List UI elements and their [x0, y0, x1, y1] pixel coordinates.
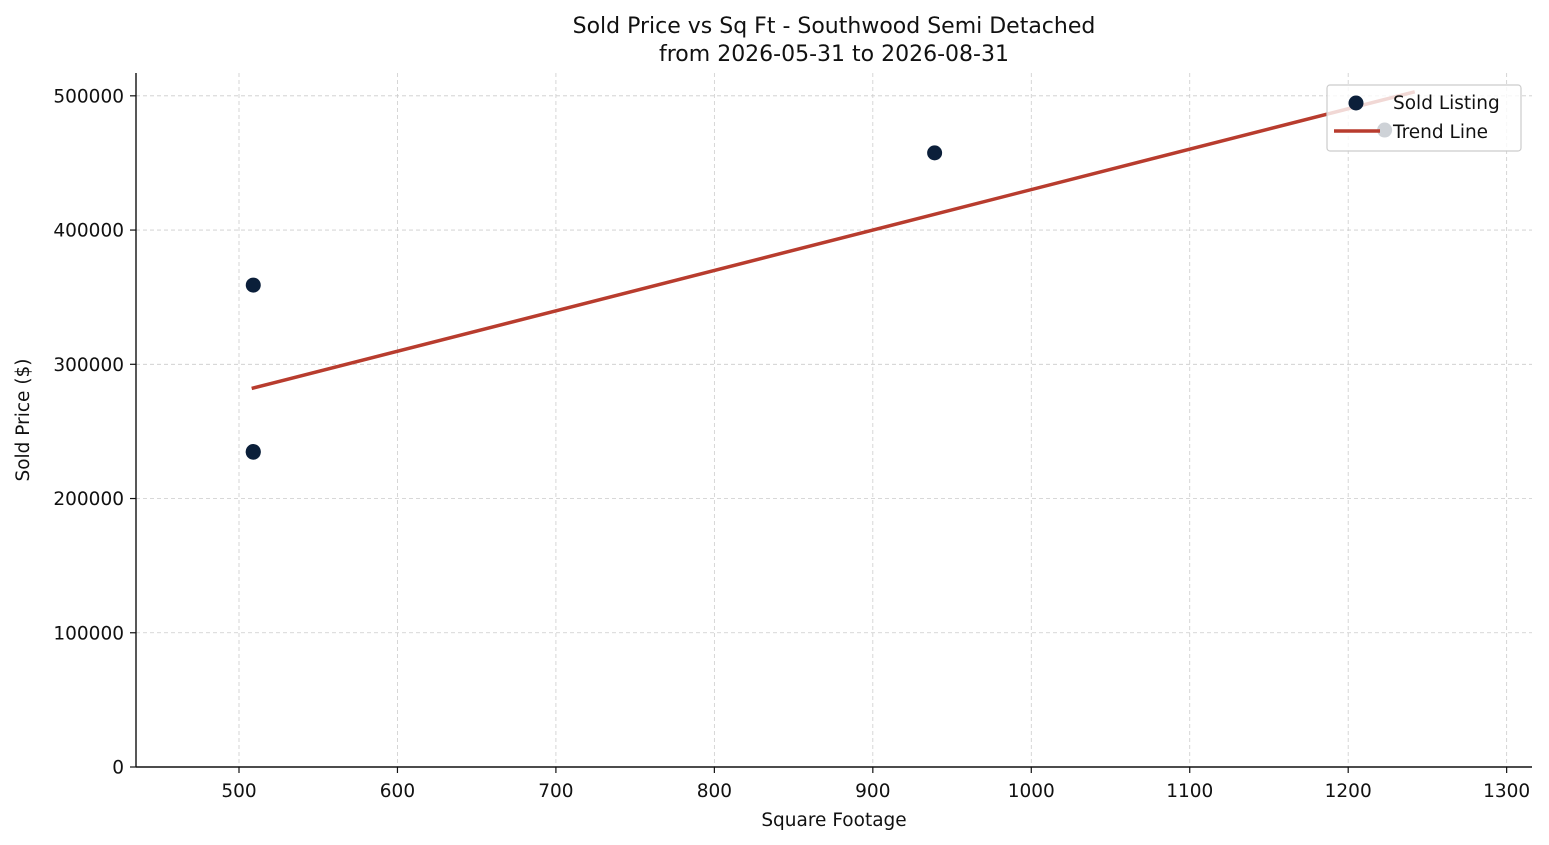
x-tick-label: 500 [221, 781, 256, 802]
grid-layer [136, 73, 1532, 768]
x-tick-label: 900 [855, 781, 890, 802]
chart-subtitle: from 2026-05-31 to 2026-08-31 [659, 42, 1009, 67]
chart-title: Sold Price vs Sq Ft - Southwood Semi Det… [573, 14, 1096, 39]
x-tick-label: 1100 [1166, 781, 1213, 802]
legend-label-trend-line: Trend Line [1392, 122, 1488, 143]
y-tick-label: 300000 [53, 355, 124, 376]
x-axis-ticks: 500 600 700 800 900 1000 1100 1200 1300 [221, 767, 1530, 802]
legend-label-sold-listing: Sold Listing [1393, 93, 1500, 114]
series-layer [245, 90, 1416, 460]
x-tick-label: 1000 [1008, 781, 1055, 802]
legend: Sold Listing Trend Line [1326, 84, 1522, 152]
axes-spines [135, 73, 1532, 768]
trend-line [251, 90, 1416, 391]
y-tick-label: 200000 [53, 489, 124, 510]
y-tick-label: 400000 [53, 221, 124, 242]
y-axis-label: Sold Price ($) [13, 358, 34, 481]
x-axis-label: Square Footage [761, 810, 906, 831]
legend-box [1326, 84, 1522, 152]
y-tick-label: 100000 [53, 623, 124, 644]
x-tick-label: 800 [697, 781, 732, 802]
scatter-point [245, 444, 261, 460]
legend-marker-sold-listing [1348, 95, 1364, 111]
y-tick-label: 500000 [53, 86, 124, 107]
y-axis-ticks: 0 100000 200000 300000 400000 500000 [53, 86, 136, 779]
scatter-point [245, 277, 261, 293]
x-tick-label: 600 [380, 781, 415, 802]
x-tick-label: 1300 [1483, 781, 1530, 802]
scatter-point [927, 145, 943, 161]
x-tick-label: 700 [538, 781, 573, 802]
y-tick-label: 0 [112, 758, 124, 779]
x-tick-label: 1200 [1325, 781, 1372, 802]
